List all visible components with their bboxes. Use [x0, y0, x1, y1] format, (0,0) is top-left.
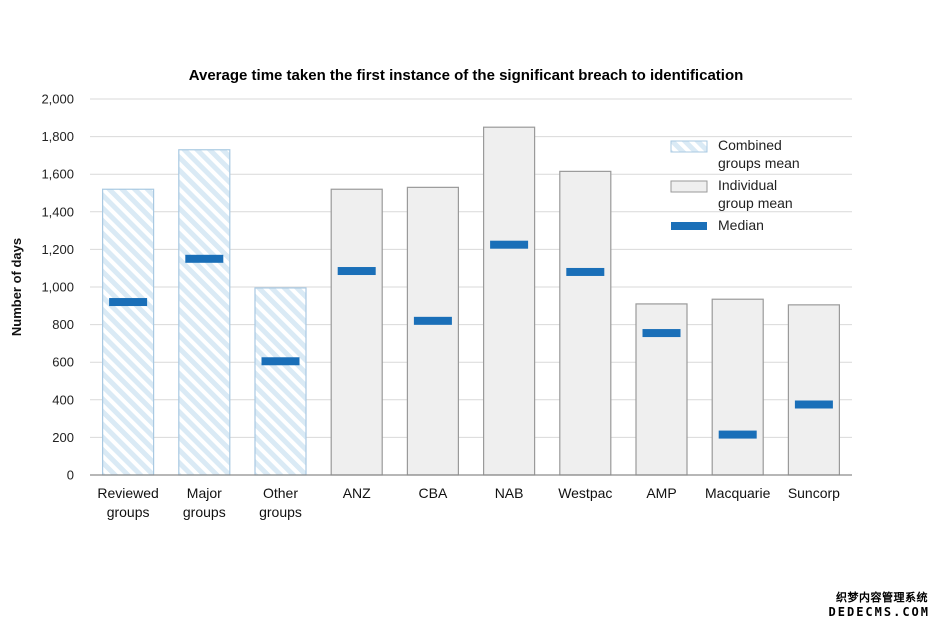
median-marker — [185, 254, 224, 263]
category-label: Reviewed — [97, 485, 158, 501]
median-marker — [261, 357, 300, 366]
category-label: groups — [259, 504, 302, 520]
y-tick-label: 1,200 — [41, 242, 74, 257]
category-label: Other — [263, 485, 298, 501]
category-label: Macquarie — [705, 485, 771, 501]
legend-label: group mean — [718, 195, 793, 211]
y-tick-label: 200 — [52, 430, 74, 445]
category-label: groups — [107, 504, 150, 520]
legend-swatch-median — [671, 222, 707, 230]
category-label: groups — [183, 504, 226, 520]
category-label: CBA — [419, 485, 448, 501]
y-tick-label: 1,000 — [41, 280, 74, 295]
legend-label: Individual — [718, 177, 777, 193]
legend-label: Median — [718, 217, 764, 233]
y-tick-label: 1,600 — [41, 167, 74, 182]
y-tick-label: 400 — [52, 392, 74, 407]
legend-label: groups mean — [718, 155, 800, 171]
y-tick-label: 1,800 — [41, 129, 74, 144]
median-markers — [109, 240, 833, 439]
median-marker — [109, 298, 148, 307]
median-marker — [337, 267, 376, 276]
category-label: Major — [187, 485, 222, 501]
category-labels: Reviewed groups Major groups Other groups ANZ C… — [97, 485, 840, 520]
median-marker — [794, 400, 833, 409]
y-tick-label: 0 — [67, 468, 74, 483]
median-marker — [566, 267, 605, 276]
bar-individual-mean — [711, 298, 764, 476]
y-tick-label: 600 — [52, 355, 74, 370]
category-label: NAB — [495, 485, 524, 501]
y-tick-labels: 0 200 400 600 800 1,000 1,200 1,400 1,600 1,800 2,… — [41, 92, 74, 483]
bar-combined-mean — [101, 188, 155, 476]
watermark-site-text: DEDECMS.COM — [828, 605, 930, 619]
category-label: AMP — [646, 485, 676, 501]
median-marker — [642, 329, 681, 338]
watermark-chinese-text: 织梦内容管理系统 — [836, 592, 928, 604]
median-marker — [718, 430, 757, 439]
bar-individual-mean — [406, 186, 459, 476]
category-label: Suncorp — [788, 485, 840, 501]
bar-individual-mean — [483, 126, 536, 476]
legend: Combined groups mean Individual group mean M… — [670, 137, 800, 233]
legend-swatch-individual — [670, 180, 708, 193]
bar-combined-mean — [178, 149, 231, 476]
bar-individual-mean — [787, 304, 841, 476]
legend-label: Combined — [718, 137, 782, 153]
y-tick-label: 800 — [52, 317, 74, 332]
category-label: Westpac — [558, 485, 612, 501]
y-tick-label: 2,000 — [41, 92, 74, 107]
chart-title: Average time taken the first instance of… — [189, 67, 744, 84]
y-axis-title: Number of days — [9, 238, 24, 336]
bar-individual-mean — [559, 170, 612, 476]
legend-swatch-combined — [670, 140, 708, 153]
y-tick-label: 1,400 — [41, 204, 74, 219]
bar-combined-mean — [254, 287, 307, 476]
median-marker — [490, 240, 529, 249]
category-label: ANZ — [343, 485, 371, 501]
median-marker — [413, 316, 452, 325]
bar-individual-mean — [330, 188, 383, 476]
